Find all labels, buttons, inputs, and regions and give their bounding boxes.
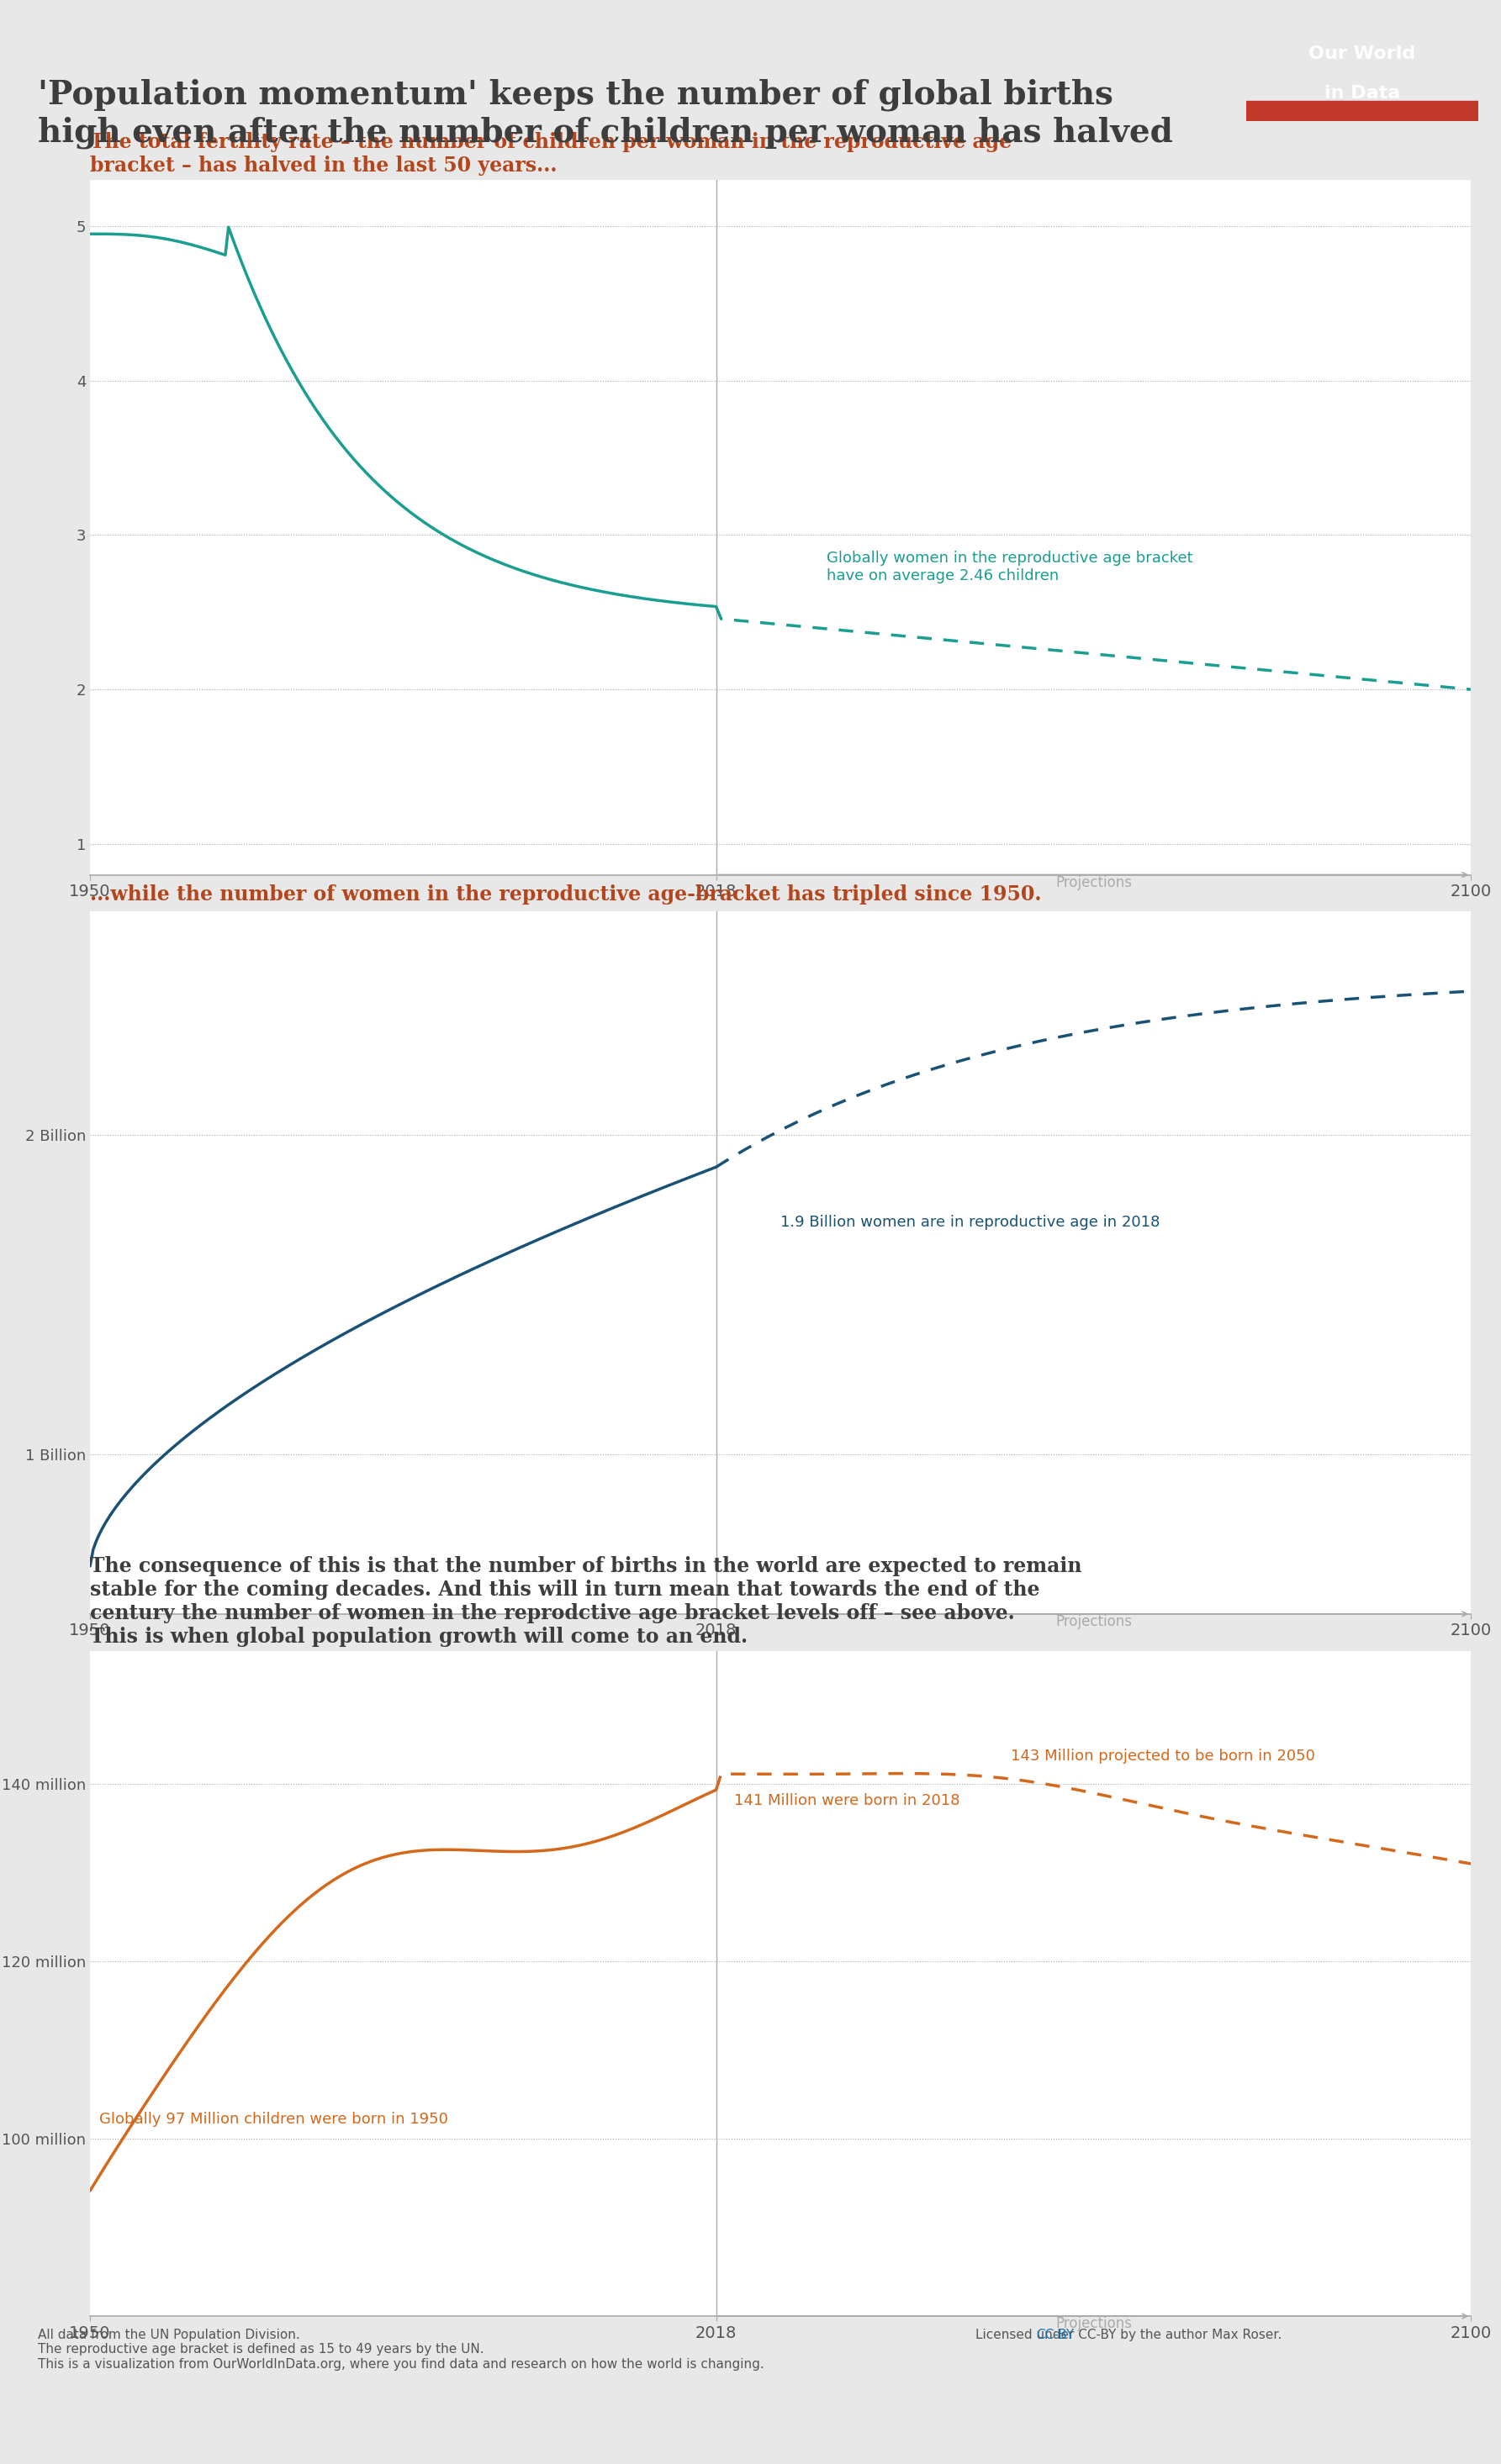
- Text: Globally women in the reproductive age bracket
have on average 2.46 children: Globally women in the reproductive age b…: [827, 549, 1193, 584]
- Text: Our World: Our World: [1309, 47, 1415, 62]
- Bar: [1246, 101, 1478, 121]
- Text: in Data: in Data: [1324, 84, 1400, 101]
- Text: 'Population momentum' keeps the number of global births
high even after the numb: 'Population momentum' keeps the number o…: [38, 79, 1172, 148]
- Text: The total fertility rate – the number of children per woman in the reproductive : The total fertility rate – the number of…: [90, 133, 1012, 175]
- Text: Projections: Projections: [1055, 1614, 1132, 1629]
- Text: The consequence of this is that the number of births in the world are expected t: The consequence of this is that the numb…: [90, 1557, 1082, 1646]
- Text: 1.9 Billion women are in reproductive age in 2018: 1.9 Billion women are in reproductive ag…: [781, 1215, 1160, 1230]
- Text: CC-BY: CC-BY: [1036, 2328, 1073, 2341]
- Text: Projections: Projections: [1055, 875, 1132, 890]
- Text: ...while the number of women in the reproductive age-bracket has tripled since 1: ...while the number of women in the repr…: [90, 885, 1042, 904]
- Text: Licensed under CC-BY by the author Max Roser.: Licensed under CC-BY by the author Max R…: [976, 2328, 1282, 2341]
- Text: Globally 97 Million children were born in 1950: Globally 97 Million children were born i…: [99, 2112, 449, 2126]
- Text: 143 Million projected to be born in 2050: 143 Million projected to be born in 2050: [1010, 1749, 1315, 1764]
- Text: Projections: Projections: [1055, 2316, 1132, 2331]
- Text: 141 Million were born in 2018: 141 Million were born in 2018: [734, 1794, 961, 1809]
- Text: All data from the UN Population Division.
The reproductive age bracket is define: All data from the UN Population Division…: [38, 2328, 764, 2370]
